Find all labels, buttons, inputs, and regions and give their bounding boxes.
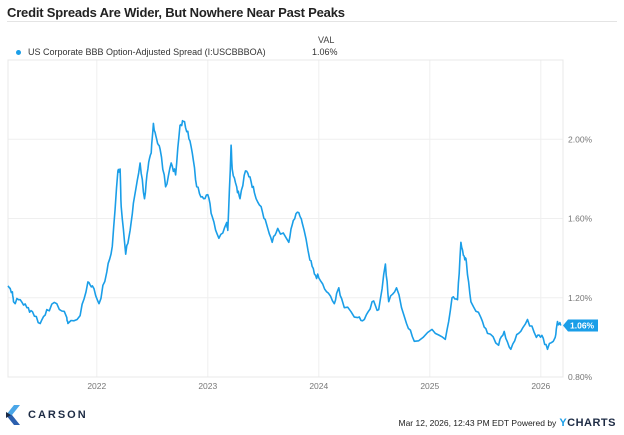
last-value-label: 1.06% [570, 320, 595, 330]
legend-series-value: 1.06% [312, 47, 338, 57]
x-tick-label: 2026 [531, 381, 550, 391]
footer-attribution: Mar 12, 2026, 12:43 PM EDT Powered by YC… [398, 417, 616, 429]
legend-dot-icon [16, 49, 21, 55]
chart-title: Credit Spreads Are Wider, But Nowhere Ne… [7, 5, 345, 20]
legend-item[interactable]: US Corporate BBB Option-Adjusted Spread … [16, 47, 266, 57]
x-tick-label: 2023 [198, 381, 217, 391]
series-line [7, 119, 562, 351]
ycharts-logo[interactable]: YCHARTS [559, 417, 616, 429]
carson-logo-text: CARSON [28, 409, 88, 421]
ycharts-logo-y: Y [559, 417, 568, 429]
x-tick-label: 2024 [309, 381, 328, 391]
ycharts-logo-rest: CHARTS [567, 417, 616, 429]
timestamp: Mar 12, 2026, 12:43 PM EDT [398, 418, 510, 428]
y-tick-label: 0.80% [568, 372, 593, 382]
last-value-tag: 1.06% [563, 319, 598, 332]
y-tick-label: 1.60% [568, 214, 593, 224]
legend-series-name: US Corporate BBB Option-Adjusted Spread … [28, 47, 266, 57]
y-tick-label: 1.20% [568, 293, 593, 303]
x-tick-label: 2022 [87, 381, 106, 391]
y-tick-label: 2.00% [568, 134, 593, 144]
carson-logo: CARSON [6, 405, 88, 425]
legend-header-val: VAL [318, 35, 335, 45]
x-tick-label: 2025 [420, 381, 439, 391]
title-divider [7, 21, 617, 22]
plot-frame [7, 59, 564, 378]
powered-by-text: Powered by [511, 418, 557, 428]
carson-chevron-icon [6, 405, 20, 425]
